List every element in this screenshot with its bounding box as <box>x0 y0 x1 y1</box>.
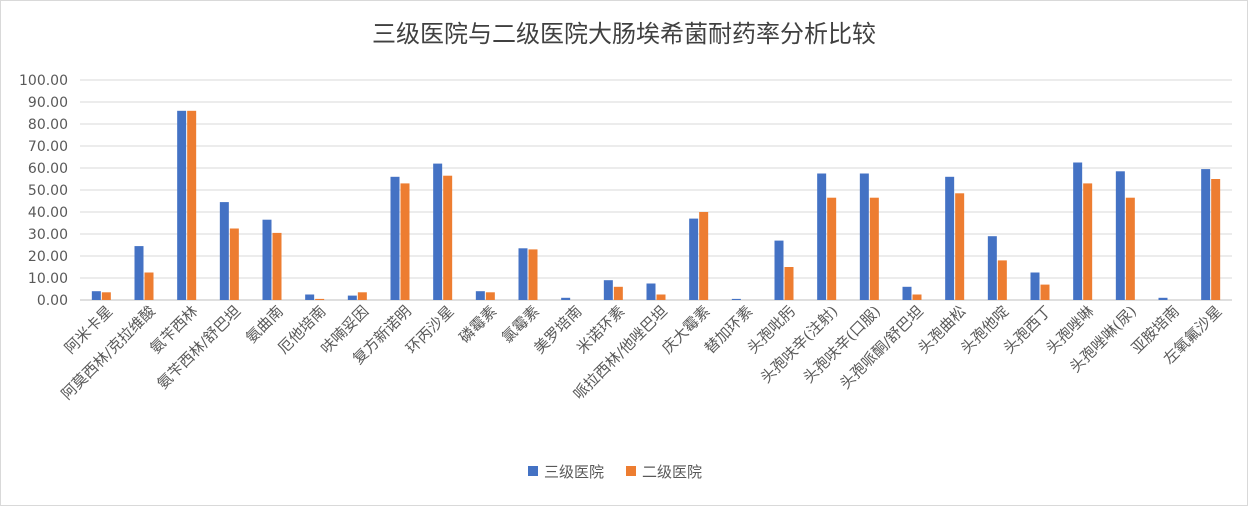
bar <box>357 292 367 300</box>
x-tick-label: 环丙沙星 <box>402 302 457 357</box>
y-tick-label: 0.00 <box>37 293 68 309</box>
bar <box>187 110 197 300</box>
y-tick-label: 80.00 <box>28 117 68 133</box>
y-tick-label: 70.00 <box>28 139 68 155</box>
bar <box>827 197 837 300</box>
y-tick-label: 100.00 <box>19 73 68 89</box>
bar <box>134 246 144 300</box>
bar <box>603 280 613 300</box>
bar <box>528 249 538 300</box>
bar <box>646 283 656 300</box>
y-tick-label: 20.00 <box>28 249 68 265</box>
bar <box>219 202 229 300</box>
bar <box>177 110 187 300</box>
bar <box>945 176 955 300</box>
bar <box>229 228 239 300</box>
legend: 三级医院 二级医院 <box>528 463 702 481</box>
bar <box>262 219 272 300</box>
bar <box>731 298 741 300</box>
x-tick-label: 磷霉素 <box>456 302 501 347</box>
bar <box>869 197 879 300</box>
y-tick-label: 50.00 <box>28 183 68 199</box>
bar <box>347 295 357 300</box>
bar <box>1125 197 1135 300</box>
bar <box>656 294 666 300</box>
y-tick-label: 40.00 <box>28 205 68 221</box>
bar <box>1211 179 1221 300</box>
bar <box>1115 171 1125 300</box>
bar <box>305 294 315 300</box>
y-tick-label: 10.00 <box>28 271 68 287</box>
bar <box>997 260 1007 300</box>
bar <box>91 291 101 300</box>
bar <box>689 218 699 300</box>
bar <box>784 267 794 300</box>
bar <box>912 294 922 300</box>
y-tick-label: 60.00 <box>28 161 68 177</box>
bar <box>902 286 912 300</box>
bar <box>475 291 485 300</box>
bar <box>1083 183 1093 300</box>
bar <box>1201 169 1211 300</box>
bar <box>774 240 784 300</box>
bar <box>315 298 325 300</box>
bar <box>390 176 400 300</box>
bar <box>144 272 154 300</box>
gridlines <box>80 79 1232 301</box>
legend-label: 三级医院 <box>544 463 604 481</box>
legend-swatch <box>626 466 636 476</box>
bar <box>400 183 410 300</box>
bar <box>561 297 571 300</box>
bar <box>699 212 709 300</box>
bar <box>1030 272 1040 300</box>
bar <box>859 173 869 300</box>
bar <box>272 232 282 300</box>
bar <box>485 292 495 300</box>
bar <box>955 193 965 300</box>
bars <box>91 110 1221 300</box>
bar <box>613 286 623 300</box>
y-tick-label: 30.00 <box>28 227 68 243</box>
bar <box>1040 284 1050 300</box>
bar <box>1073 162 1083 300</box>
bar <box>433 163 443 300</box>
chart-title: 三级医院与二级医院大肠埃希菌耐药率分析比较 <box>372 20 876 48</box>
bar <box>518 248 528 300</box>
legend-swatch <box>528 466 538 476</box>
legend-label: 二级医院 <box>642 463 702 481</box>
y-axis-ticks: 0.00 10.00 20.00 30.00 40.00 50.00 60.00 70.00 8… <box>19 73 68 309</box>
bar <box>101 292 111 300</box>
bar <box>1158 297 1168 300</box>
x-axis-labels: 阿米卡星阿莫西林/克拉维酸氨苄西林氨苄西林/舒巴坦氨曲南厄他培南呋喃妥因复方新诺… <box>58 302 1226 403</box>
bar <box>443 175 453 300</box>
bar <box>987 236 997 300</box>
bar <box>817 173 827 300</box>
y-tick-label: 90.00 <box>28 95 68 111</box>
